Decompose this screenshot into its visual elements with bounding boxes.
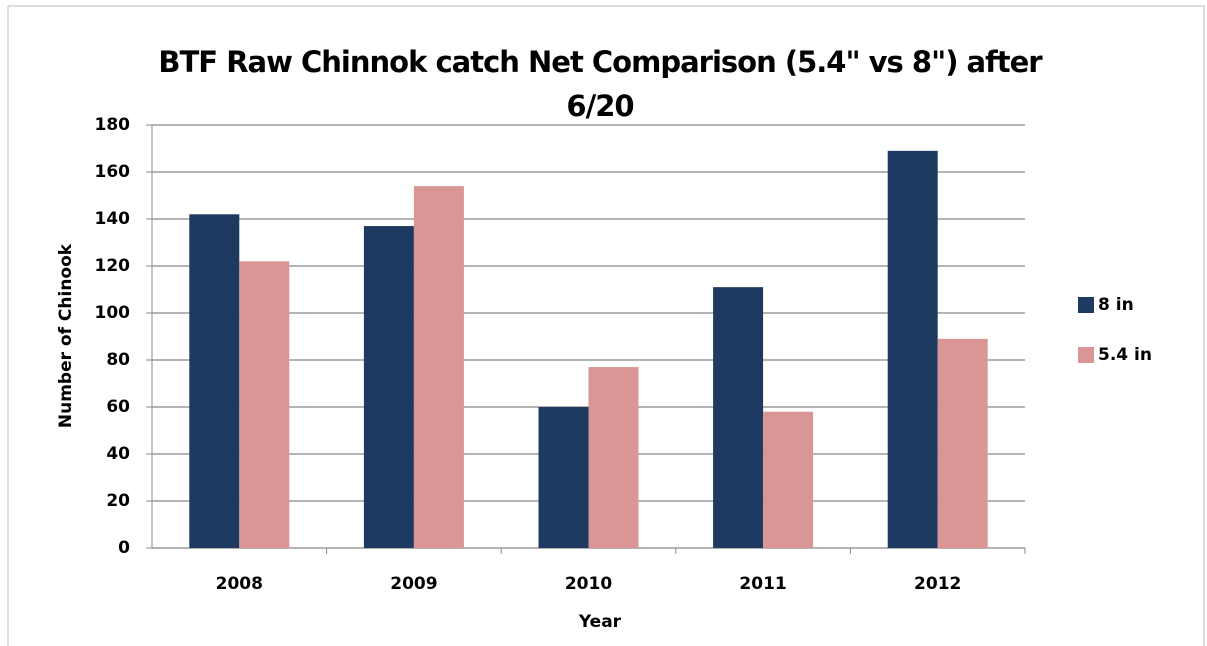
legend-swatch — [1078, 347, 1094, 363]
x-tick-label: 2010 — [565, 574, 612, 594]
y-tick-label: 80 — [106, 350, 130, 370]
y-tick-label: 120 — [95, 256, 131, 276]
y-tick-label: 60 — [106, 397, 130, 417]
x-tick-label: 2012 — [914, 574, 961, 594]
chart-border — [7, 5, 1205, 646]
y-tick-label: 100 — [95, 303, 131, 323]
x-axis-label: Year — [578, 612, 622, 632]
y-tick-label: 140 — [95, 209, 131, 229]
x-tick-label: 2009 — [390, 574, 437, 594]
y-axis-label: Number of Chinook — [56, 243, 76, 428]
legend-label: 8 in — [1098, 295, 1134, 315]
y-tick-label: 0 — [118, 538, 130, 558]
bar — [538, 407, 589, 548]
bar — [887, 150, 938, 548]
legend-label: 5.4 in — [1098, 345, 1152, 365]
bar — [713, 287, 764, 548]
bar — [189, 214, 240, 549]
y-tick-label: 160 — [95, 162, 131, 182]
bar — [588, 367, 639, 548]
bar — [937, 338, 988, 548]
y-tick-label: 40 — [106, 444, 130, 464]
chart-title: BTF Raw Chinnok catch Net Comparison (5.… — [158, 45, 1042, 123]
bar — [363, 226, 414, 549]
bar — [239, 261, 290, 548]
x-tick-label: 2008 — [216, 574, 263, 594]
x-tick-label: 2011 — [739, 574, 786, 594]
bar — [413, 186, 464, 548]
y-tick-label: 180 — [95, 115, 131, 135]
legend-swatch — [1078, 297, 1094, 313]
y-tick-label: 20 — [106, 491, 130, 511]
bar — [763, 411, 814, 548]
